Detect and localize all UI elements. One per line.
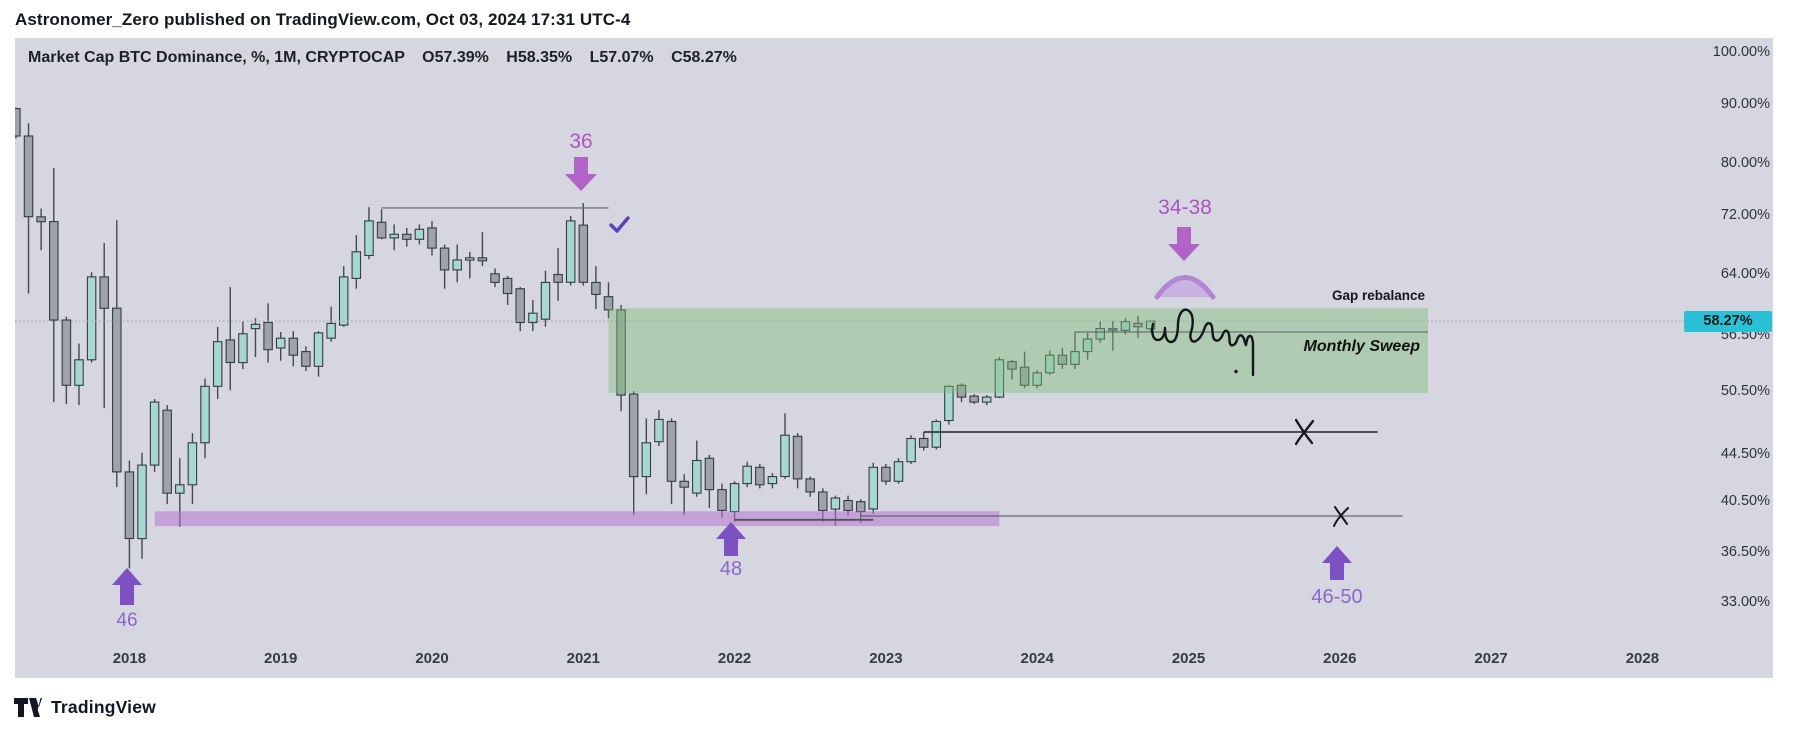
target-label-46-50: 46-50 (1311, 586, 1363, 608)
target-label-36: 36 (569, 130, 593, 153)
last-price-badge: 58.27% (1684, 311, 1772, 332)
tradingview-brand-text: TradingView (51, 697, 156, 717)
ohlc-close: C58.27% (671, 49, 737, 66)
candlestick-series (15, 107, 1773, 569)
symbol-title: Market Cap BTC Dominance, %, 1M, CRYPTOC… (28, 49, 405, 66)
target-label-46: 46 (116, 610, 138, 631)
tradingview-logo-icon (14, 698, 42, 717)
published-byline: Astronomer_Zero published on TradingView… (15, 10, 631, 29)
monthly-sweep-label: Monthly Sweep (1303, 338, 1420, 355)
year-tick-label: 2028 (1625, 650, 1660, 667)
year-tick-label: 2024 (1020, 650, 1054, 667)
year-tick-label: 2023 (869, 650, 903, 667)
ohlc-open: O57.39% (422, 49, 489, 66)
year-tick-label: 2026 (1323, 650, 1357, 667)
price-tick-label: 80.00% (1720, 154, 1770, 171)
target-label-34-38: 34-38 (1158, 196, 1212, 219)
year-tick-label: 2022 (717, 650, 752, 667)
price-tick-label: 40.50% (1720, 492, 1770, 509)
check-icon (609, 216, 630, 233)
tradingview-brand[interactable]: TradingView (14, 695, 156, 720)
price-tick-label: 36.50% (1720, 544, 1770, 561)
price-tick-label: 33.00% (1720, 594, 1770, 611)
target-label-48: 48 (719, 558, 743, 580)
symbol-legend[interactable]: Market Cap BTC Dominance, %, 1M, CRYPTOC… (28, 49, 737, 67)
x-mark-mid-level[interactable] (1294, 418, 1315, 446)
analyst-drawings (112, 157, 1352, 605)
gap-rebalance-label: Gap rebalance (1331, 288, 1425, 303)
year-tick-label: 2025 (1171, 650, 1206, 667)
x-mark-low-level[interactable] (1333, 506, 1349, 527)
price-tick-label: 100.00% (1712, 44, 1770, 60)
price-tick-label: 64.00% (1720, 265, 1770, 282)
year-tick-label: 2027 (1474, 650, 1508, 667)
zone-monthly-sweep-green-zone (608, 308, 1428, 393)
up-arrow-46-50-icon[interactable] (1322, 546, 1352, 580)
rounded-top-dome[interactable] (1154, 275, 1216, 300)
ohlc-high: H58.35% (506, 49, 573, 66)
price-tick-label: 72.00% (1720, 207, 1770, 224)
price-tick-label: 44.50% (1720, 445, 1770, 462)
year-tick-label: 2021 (566, 650, 600, 667)
ohlc-low: L57.07% (589, 49, 654, 66)
down-arrow-34-38-icon[interactable] (1168, 227, 1200, 261)
down-arrow-36-icon[interactable] (565, 157, 597, 191)
zone-support-purple-band (154, 511, 1000, 527)
year-tick-label: 2020 (415, 650, 449, 667)
up-arrow-48-icon[interactable] (716, 522, 746, 556)
price-tick-label: 50.50% (1720, 383, 1770, 400)
year-tick-label: 2018 (112, 650, 147, 667)
price-tick-label: 90.00% (1720, 96, 1770, 113)
sweep-squiggle-drawing[interactable] (1151, 308, 1255, 377)
up-arrow-46-icon[interactable] (112, 568, 142, 605)
year-tick-label: 2019 (264, 650, 298, 667)
